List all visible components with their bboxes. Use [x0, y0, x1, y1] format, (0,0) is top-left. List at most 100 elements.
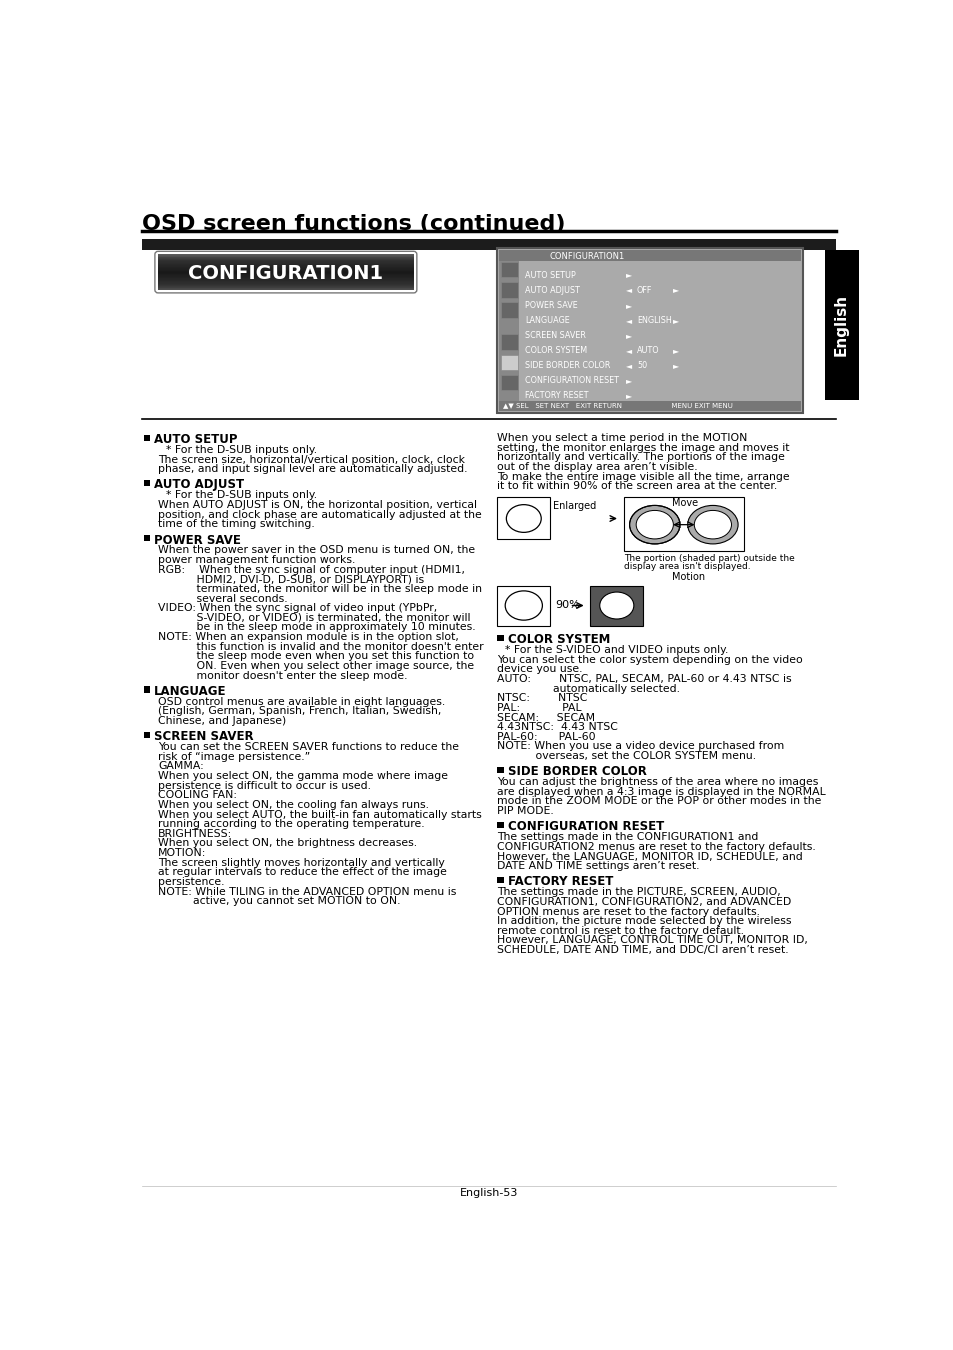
Text: You can set the SCREEN SAVER functions to reduce the: You can set the SCREEN SAVER functions t…: [158, 743, 458, 752]
Text: SIDE BORDER COLOR: SIDE BORDER COLOR: [525, 360, 610, 370]
Text: ◄: ◄: [625, 360, 632, 370]
Text: Chinese, and Japanese): Chinese, and Japanese): [158, 716, 286, 726]
Text: BRIGHTNESS:: BRIGHTNESS:: [158, 829, 232, 838]
Text: (English, German, Spanish, French, Italian, Swedish,: (English, German, Spanish, French, Itali…: [158, 706, 441, 717]
Ellipse shape: [599, 593, 633, 620]
Text: mode in the ZOOM MODE or the POP or other modes in the: mode in the ZOOM MODE or the POP or othe…: [497, 796, 821, 806]
Text: device you use.: device you use.: [497, 664, 582, 675]
Text: CONFIGURATION1: CONFIGURATION1: [188, 265, 383, 284]
Text: COLOR SYSTEM: COLOR SYSTEM: [525, 346, 587, 355]
Bar: [590, 586, 642, 625]
Text: CONFIGURATION RESET: CONFIGURATION RESET: [507, 821, 663, 833]
Text: OPTION menus are reset to the factory defaults.: OPTION menus are reset to the factory de…: [497, 907, 760, 917]
Text: * For the D-SUB inputs only.: * For the D-SUB inputs only.: [166, 446, 316, 455]
Text: NOTE: While TILING in the ADVANCED OPTION menu is: NOTE: While TILING in the ADVANCED OPTIO…: [158, 887, 456, 896]
Text: terminated, the monitor will be in the sleep mode in: terminated, the monitor will be in the s…: [158, 585, 481, 594]
Bar: [497, 767, 503, 774]
Text: ►: ►: [625, 375, 632, 385]
Text: display area isn't displayed.: display area isn't displayed.: [623, 562, 750, 571]
Text: PAL:            PAL: PAL: PAL: [497, 703, 581, 713]
Text: Enlarged: Enlarged: [553, 501, 596, 510]
Text: OSD screen functions (continued): OSD screen functions (continued): [142, 215, 565, 235]
Text: automatically selected.: automatically selected.: [497, 683, 679, 694]
Text: this function is invalid and the monitor doesn't enter: this function is invalid and the monitor…: [158, 641, 483, 652]
Ellipse shape: [636, 510, 673, 539]
Text: AUTO SETUP: AUTO SETUP: [154, 433, 237, 446]
Text: ON. Even when you select other image source, the: ON. Even when you select other image sou…: [158, 662, 474, 671]
Bar: [497, 878, 503, 883]
Text: English-53: English-53: [459, 1188, 517, 1199]
Text: LANGUAGE: LANGUAGE: [525, 316, 570, 324]
Text: OFF: OFF: [637, 286, 652, 294]
Text: AUTO: AUTO: [637, 346, 659, 355]
Text: When you select a time period in the MOTION: When you select a time period in the MOT…: [497, 433, 747, 443]
Text: SCHEDULE, DATE AND TIME, and DDC/CI aren’t reset.: SCHEDULE, DATE AND TIME, and DDC/CI aren…: [497, 945, 788, 954]
Text: When you select AUTO, the built-in fan automatically starts: When you select AUTO, the built-in fan a…: [158, 810, 481, 819]
Text: NTSC:        NTSC: NTSC: NTSC: [497, 694, 587, 703]
Bar: [144, 732, 150, 738]
Text: CONFIGURATION1: CONFIGURATION1: [549, 251, 624, 261]
Bar: [142, 239, 835, 250]
Text: When AUTO ADJUST is ON, the horizontal position, vertical: When AUTO ADJUST is ON, the horizontal p…: [158, 500, 476, 510]
Text: 4.43NTSC:  4.43 NTSC: 4.43NTSC: 4.43 NTSC: [497, 722, 618, 732]
Text: be in the sleep mode in approximately 10 minutes.: be in the sleep mode in approximately 10…: [158, 622, 476, 632]
Bar: [144, 535, 150, 541]
Text: persistence.: persistence.: [158, 878, 224, 887]
Bar: [498, 250, 801, 261]
Text: ◄: ◄: [625, 346, 632, 355]
Bar: [497, 822, 503, 828]
Text: The screen size, horizontal/vertical position, clock, clock: The screen size, horizontal/vertical pos…: [158, 455, 464, 464]
Bar: [500, 355, 517, 370]
Text: it to fit within 90% of the screen area at the center.: it to fit within 90% of the screen area …: [497, 481, 777, 491]
Text: FACTORY RESET: FACTORY RESET: [525, 390, 588, 400]
Ellipse shape: [687, 505, 738, 544]
Text: When you select ON, the cooling fan always runs.: When you select ON, the cooling fan alwa…: [158, 801, 429, 810]
Bar: [497, 634, 503, 641]
Text: MOTION:: MOTION:: [158, 848, 206, 859]
Text: * For the D-SUB inputs only.: * For the D-SUB inputs only.: [166, 490, 316, 501]
Text: ►: ►: [625, 270, 632, 279]
Text: When the power saver in the OSD menu is turned ON, the: When the power saver in the OSD menu is …: [158, 545, 475, 555]
Text: ►: ►: [672, 286, 678, 294]
Bar: [144, 686, 150, 693]
Text: Motion: Motion: [671, 571, 704, 582]
Text: time of the timing switching.: time of the timing switching.: [158, 520, 314, 529]
Text: out of the display area aren’t visible.: out of the display area aren’t visible.: [497, 462, 698, 472]
Text: ◄: ◄: [625, 316, 632, 324]
Bar: [500, 262, 517, 278]
Text: COLOR SYSTEM: COLOR SYSTEM: [507, 633, 609, 647]
Text: NOTE: When an expansion module is in the option slot,: NOTE: When an expansion module is in the…: [158, 632, 458, 643]
Text: S-VIDEO, or VIDEO) is terminated, the monitor will: S-VIDEO, or VIDEO) is terminated, the mo…: [158, 613, 470, 622]
Text: remote control is reset to the factory default.: remote control is reset to the factory d…: [497, 926, 743, 936]
Text: SCREEN SAVER: SCREEN SAVER: [154, 730, 253, 744]
Text: CONFIGURATION2 menus are reset to the factory defaults.: CONFIGURATION2 menus are reset to the fa…: [497, 842, 816, 852]
Bar: [500, 335, 517, 350]
Text: However, the LANGUAGE, MONITOR ID, SCHEDULE, and: However, the LANGUAGE, MONITOR ID, SCHED…: [497, 852, 802, 861]
Bar: [144, 435, 150, 440]
Bar: [500, 282, 517, 297]
Text: To make the entire image visible all the time, arrange: To make the entire image visible all the…: [497, 471, 789, 482]
Text: ▲▼ SEL   SET NEXT   EXIT RETURN                      MENU EXIT MENU: ▲▼ SEL SET NEXT EXIT RETURN MENU EXIT ME…: [502, 402, 732, 408]
Text: The screen slightly moves horizontally and vertically: The screen slightly moves horizontally a…: [158, 857, 444, 868]
Text: CONFIGURATION RESET: CONFIGURATION RESET: [525, 375, 618, 385]
Text: 50: 50: [637, 360, 646, 370]
Text: RGB:    When the sync signal of computer input (HDMI1,: RGB: When the sync signal of computer in…: [158, 564, 464, 575]
Text: power management function works.: power management function works.: [158, 555, 355, 566]
Text: SIDE BORDER COLOR: SIDE BORDER COLOR: [507, 765, 646, 779]
Text: SCREEN SAVER: SCREEN SAVER: [525, 331, 585, 340]
Text: setting, the monitor enlarges the image and moves it: setting, the monitor enlarges the image …: [497, 443, 789, 452]
Text: English: English: [833, 294, 848, 356]
Text: persistence is difficult to occur is used.: persistence is difficult to occur is use…: [158, 780, 371, 791]
Bar: [497, 248, 802, 413]
Text: AUTO ADJUST: AUTO ADJUST: [525, 286, 579, 294]
Text: SECAM:     SECAM: SECAM: SECAM: [497, 713, 595, 722]
Bar: [500, 355, 517, 370]
Bar: [497, 586, 550, 625]
Bar: [623, 497, 743, 551]
Bar: [500, 374, 517, 390]
Ellipse shape: [694, 510, 731, 539]
Text: The settings made in the CONFIGURATION1 and: The settings made in the CONFIGURATION1 …: [497, 833, 758, 842]
Text: VIDEO: When the sync signal of video input (YPbPr,: VIDEO: When the sync signal of video inp…: [158, 603, 436, 613]
Text: the sleep mode even when you set this function to: the sleep mode even when you set this fu…: [158, 651, 474, 661]
Text: GAMMA:: GAMMA:: [158, 761, 204, 771]
